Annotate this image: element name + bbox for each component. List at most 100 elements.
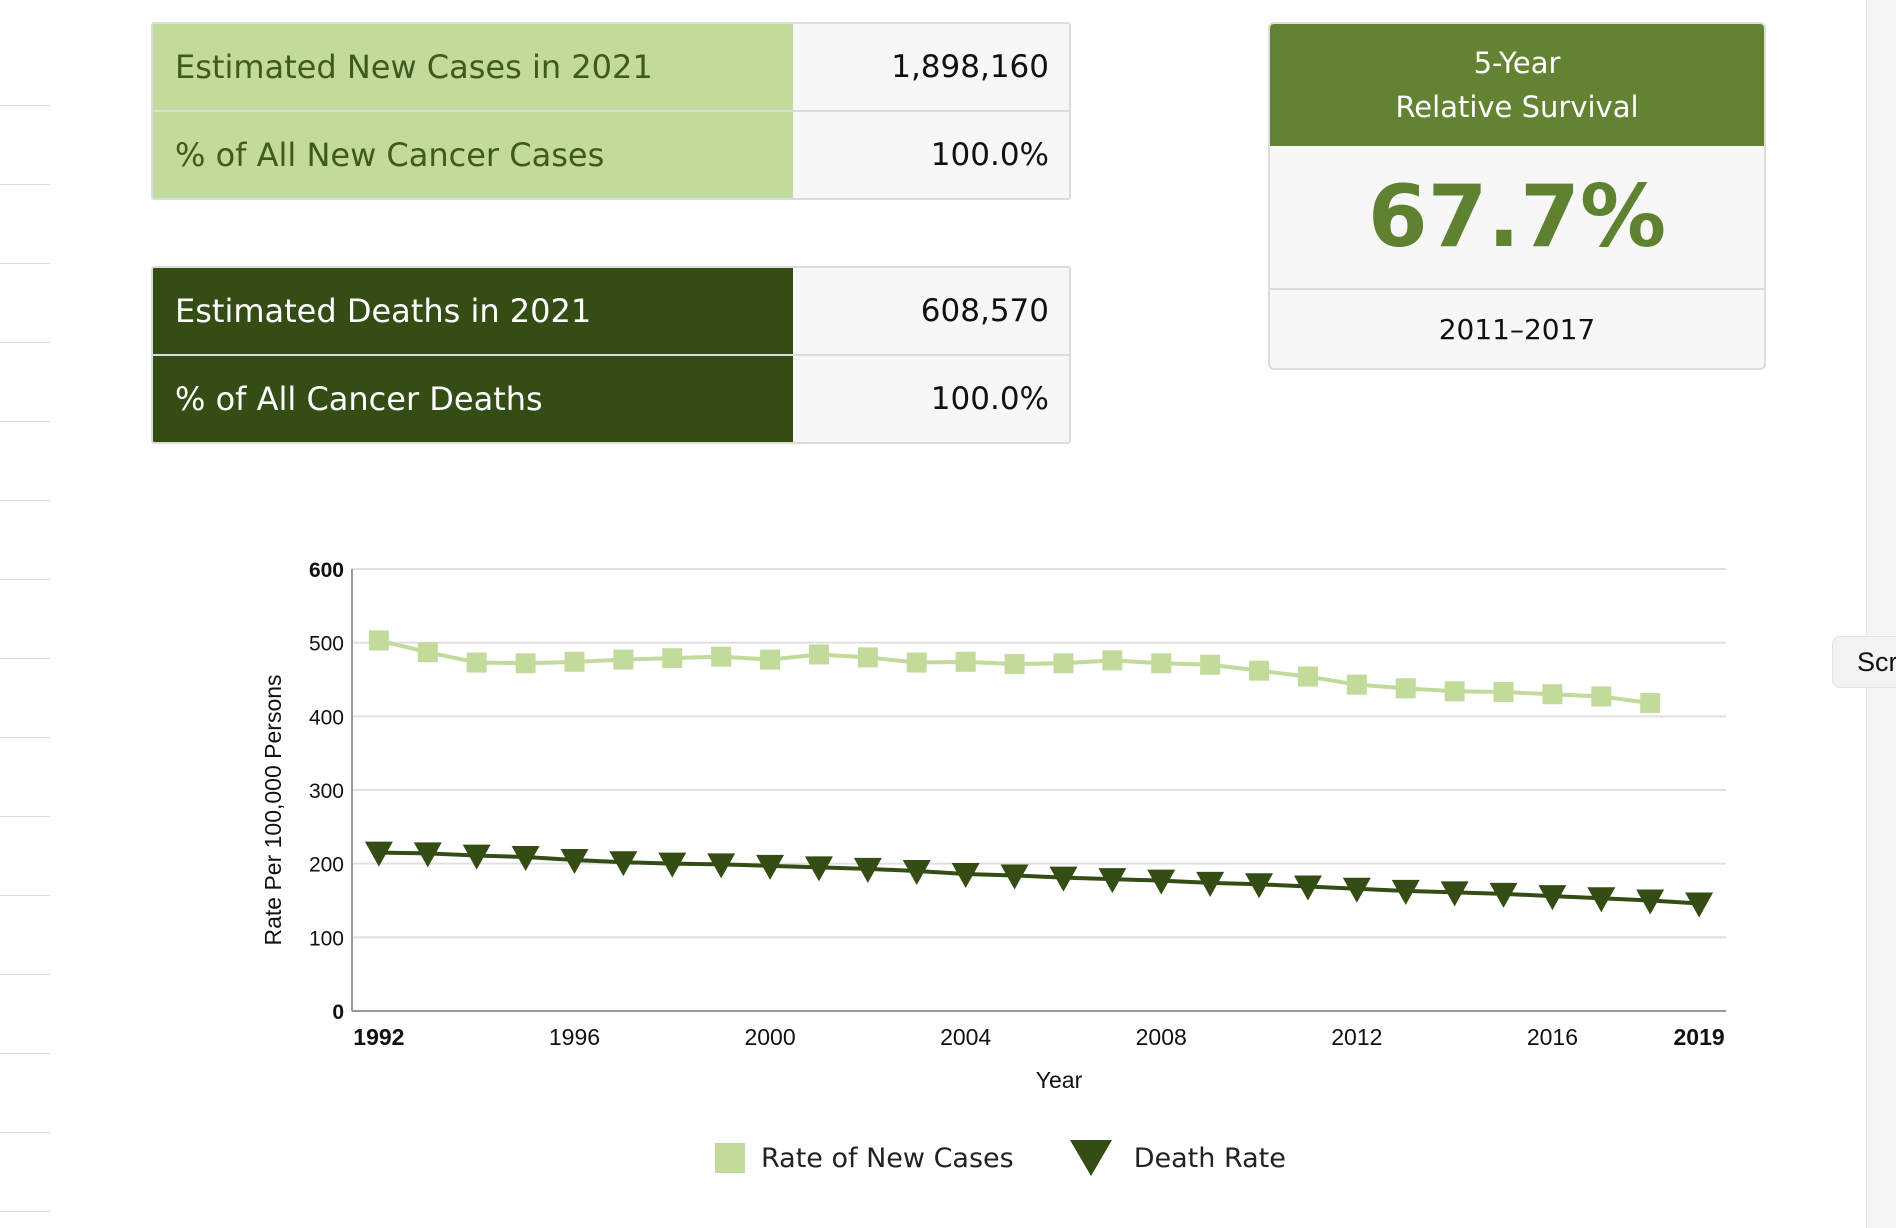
side-tab-label: Scr [1857, 646, 1896, 677]
data-point [364, 841, 393, 867]
data-point [951, 862, 980, 888]
data-point [1000, 864, 1029, 890]
sidebar-divider [0, 342, 50, 343]
data-point [1395, 678, 1416, 699]
survival-card: 5-Year Relative Survival 67.7% 2011–2017 [1268, 22, 1766, 370]
sidebar-divider [0, 1132, 50, 1133]
y-tick-label: 300 [309, 780, 344, 803]
deaths-label: Estimated Deaths in 2021 [153, 268, 793, 354]
data-point [560, 848, 589, 874]
data-point [853, 857, 882, 883]
data-point [662, 648, 683, 669]
table-row: Estimated New Cases in 2021 1,898,160 [153, 24, 1069, 110]
sidebar-divider [0, 816, 50, 817]
survival-value: 67.7% [1270, 146, 1764, 290]
deaths-table: Estimated Deaths in 2021 608,570 % of Al… [151, 266, 1071, 444]
data-point [1440, 881, 1469, 907]
table-row: % of All Cancer Deaths 100.0% [153, 354, 1069, 442]
sidebar-divider [0, 895, 50, 896]
data-point [1297, 666, 1318, 687]
data-point [1147, 869, 1176, 895]
data-point [1542, 684, 1563, 705]
data-point [1053, 653, 1074, 674]
x-axis-label: Year [1036, 1067, 1083, 1093]
data-point [1004, 654, 1025, 675]
y-tick-label: 400 [309, 706, 344, 729]
survival-header: 5-Year Relative Survival [1270, 24, 1764, 146]
square-marker-icon [715, 1143, 745, 1173]
legend-item-death-rate[interactable]: Death Rate [1069, 1140, 1286, 1176]
data-point [955, 651, 976, 672]
data-point [1587, 887, 1616, 913]
data-point [613, 649, 634, 670]
data-point [515, 653, 536, 674]
data-point [1342, 877, 1371, 903]
data-point [462, 844, 491, 870]
sidebar-divider [0, 737, 50, 738]
deaths-value: 608,570 [920, 293, 1049, 329]
x-tick-label: 2008 [1136, 1024, 1187, 1050]
data-point [804, 856, 833, 882]
data-point [1293, 875, 1322, 901]
new-cases-table: Estimated New Cases in 2021 1,898,160 % … [151, 22, 1071, 200]
data-point [1640, 693, 1661, 714]
data-point [1636, 889, 1665, 915]
survival-title-line1: 5-Year [1473, 46, 1561, 80]
left-sidebar-rules [0, 0, 52, 1228]
data-point [808, 644, 829, 665]
data-point [1102, 650, 1123, 671]
sidebar-divider [0, 658, 50, 659]
sidebar-divider [0, 105, 50, 106]
data-point [413, 842, 442, 868]
data-point [756, 854, 785, 880]
data-point [1391, 879, 1420, 905]
y-tick-label: 0 [332, 1001, 344, 1024]
x-tick-label: 2012 [1331, 1024, 1382, 1050]
sidebar-divider [0, 421, 50, 422]
sidebar-divider [0, 1053, 50, 1054]
y-tick-label: 500 [309, 633, 344, 656]
data-point [902, 860, 931, 886]
sidebar-divider [0, 263, 50, 264]
new-cases-percent-value: 100.0% [930, 137, 1049, 173]
chart-legend: Rate of New Cases Death Rate [715, 1140, 1342, 1176]
x-tick-label: 2000 [744, 1024, 795, 1050]
data-point [1151, 653, 1172, 674]
data-point [1591, 686, 1612, 707]
legend-label-death-rate: Death Rate [1133, 1142, 1286, 1174]
data-point [1249, 660, 1270, 681]
legend-label-new-cases: Rate of New Cases [761, 1142, 1014, 1174]
data-point [1346, 674, 1367, 695]
deaths-percent-value: 100.0% [930, 381, 1049, 417]
x-tick-label: 2016 [1527, 1024, 1578, 1050]
scrollbar-track[interactable] [1866, 0, 1896, 1228]
data-point [1444, 681, 1465, 702]
sidebar-divider [0, 579, 50, 580]
data-point [1196, 871, 1225, 897]
data-point [1049, 866, 1078, 892]
data-point [906, 652, 927, 673]
series-line [378, 850, 1700, 906]
sidebar-divider [0, 1211, 50, 1212]
triangle-marker-icon [1069, 1140, 1112, 1176]
data-point [1489, 882, 1518, 908]
legend-item-new-cases[interactable]: Rate of New Cases [715, 1143, 1014, 1174]
x-tick-label: 2004 [940, 1024, 991, 1050]
data-point [1538, 885, 1567, 911]
table-row: Estimated Deaths in 2021 608,570 [153, 268, 1069, 354]
data-point [511, 846, 540, 872]
y-axis-label: Rate Per 100,000 Persons [260, 674, 286, 945]
survival-title-line2: Relative Survival [1395, 90, 1639, 124]
y-tick-label: 600 [309, 559, 344, 582]
data-point [1200, 654, 1221, 675]
data-point [417, 642, 438, 663]
data-point [711, 646, 732, 667]
survival-range: 2011–2017 [1438, 312, 1596, 346]
data-point [1098, 868, 1127, 894]
new-cases-value: 1,898,160 [891, 49, 1049, 85]
side-tab[interactable]: Scr [1832, 636, 1896, 688]
data-point [466, 652, 487, 673]
data-point [564, 651, 585, 672]
sidebar-divider [0, 974, 50, 975]
